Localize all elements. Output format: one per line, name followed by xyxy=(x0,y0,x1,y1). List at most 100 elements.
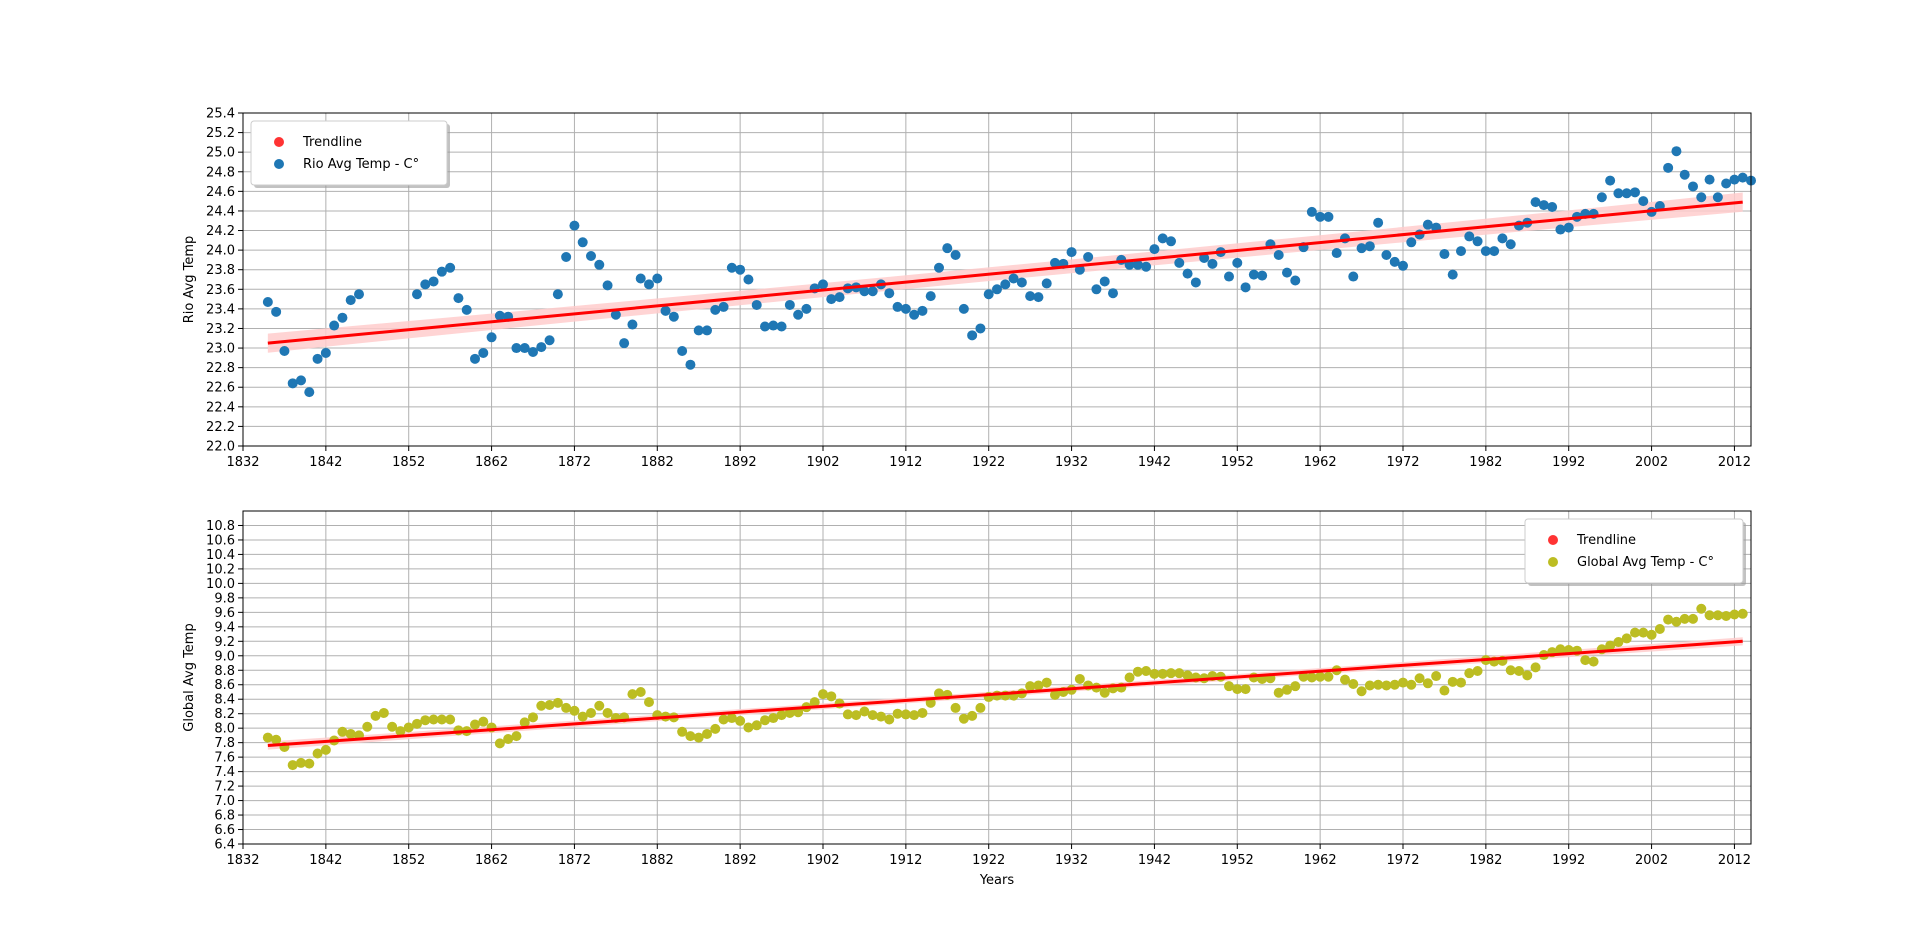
y-axis-label: Rio Avg Temp xyxy=(182,236,197,324)
data-point xyxy=(1688,613,1698,624)
data-point xyxy=(1729,609,1740,620)
data-point xyxy=(1224,681,1234,692)
data-point xyxy=(1257,270,1268,281)
data-point xyxy=(1654,623,1665,634)
y-tick-label: 7.2 xyxy=(214,780,235,795)
data-point xyxy=(1439,685,1450,696)
data-point xyxy=(511,731,522,742)
data-point xyxy=(494,738,505,749)
data-point xyxy=(685,359,696,370)
data-point xyxy=(1389,679,1400,690)
x-tick-label: 1932 xyxy=(1055,853,1088,868)
data-point xyxy=(677,726,688,737)
data-point xyxy=(909,309,920,320)
y-tick-label: 10.2 xyxy=(206,562,235,577)
y-tick-label: 24.0 xyxy=(206,244,235,259)
data-point xyxy=(1166,236,1176,247)
data-point xyxy=(594,259,605,270)
legend-trendline-label: Trendline xyxy=(302,135,362,150)
data-point xyxy=(809,697,820,708)
data-point xyxy=(660,305,671,316)
y-tick-label: 23.8 xyxy=(206,263,235,278)
x-tick-label: 1952 xyxy=(1221,853,1254,868)
y-tick-label: 9.4 xyxy=(214,620,235,635)
x-tick-label: 1882 xyxy=(641,853,674,868)
data-point xyxy=(1704,174,1715,185)
data-point xyxy=(304,387,315,398)
data-point xyxy=(1149,244,1160,255)
y-tick-label: 6.4 xyxy=(214,838,235,853)
data-point xyxy=(1149,668,1160,679)
data-point xyxy=(1696,192,1707,203)
data-point xyxy=(892,301,903,312)
data-point xyxy=(884,288,895,299)
data-point xyxy=(1356,243,1367,254)
data-point xyxy=(1447,676,1458,687)
legend-box xyxy=(1524,518,1744,584)
data-point xyxy=(412,718,422,729)
data-point xyxy=(702,728,712,739)
data-point xyxy=(296,757,306,768)
data-point xyxy=(693,732,704,743)
data-point xyxy=(1398,677,1408,688)
y-tick-label: 7.6 xyxy=(214,751,235,766)
data-point xyxy=(1124,672,1135,683)
data-point xyxy=(420,279,431,290)
data-point xyxy=(1456,246,1466,257)
data-point xyxy=(950,702,961,713)
data-point xyxy=(1074,673,1085,684)
data-point xyxy=(586,707,596,718)
data-point xyxy=(975,702,986,713)
data-point xyxy=(1505,239,1516,250)
y-tick-label: 10.6 xyxy=(206,533,235,548)
data-point xyxy=(818,689,828,700)
data-point xyxy=(876,711,886,722)
data-point xyxy=(1025,681,1036,692)
data-point xyxy=(1406,237,1417,248)
data-point xyxy=(925,291,936,302)
data-point xyxy=(1596,192,1607,203)
data-point xyxy=(279,345,290,356)
y-tick-label: 7.8 xyxy=(214,736,235,751)
trendline xyxy=(267,200,1743,345)
data-point xyxy=(1547,202,1558,213)
data-point xyxy=(271,306,282,317)
data-point xyxy=(494,310,505,321)
data-point xyxy=(428,276,439,287)
data-point xyxy=(1273,250,1284,261)
y-tick-label: 10.8 xyxy=(206,519,235,534)
data-point xyxy=(528,346,538,357)
x-tick-label: 1872 xyxy=(558,455,591,470)
data-point xyxy=(304,758,315,769)
data-point xyxy=(569,220,580,231)
y-tick-label: 25.0 xyxy=(206,146,235,161)
data-point xyxy=(635,273,646,284)
data-point xyxy=(760,321,770,332)
data-point xyxy=(1050,689,1060,700)
data-point xyxy=(1737,608,1748,619)
legend-series-label: Global Avg Temp - C° xyxy=(1577,555,1714,570)
data-point xyxy=(436,714,447,725)
data-point xyxy=(470,353,480,364)
data-point xyxy=(362,721,373,732)
data-point xyxy=(942,243,953,254)
data-point xyxy=(569,705,580,716)
y-tick-label: 6.8 xyxy=(214,809,235,824)
data-point xyxy=(917,707,928,718)
plot-area xyxy=(243,511,1751,844)
data-point xyxy=(1315,671,1326,682)
data-point xyxy=(851,710,862,721)
data-point xyxy=(1422,678,1433,689)
data-point xyxy=(577,237,588,248)
data-point xyxy=(743,274,754,285)
series-points xyxy=(262,603,1748,771)
data-point xyxy=(586,250,596,261)
x-tick-label: 1992 xyxy=(1552,455,1585,470)
trendline xyxy=(267,639,1743,748)
y-axis-label: Global Avg Temp xyxy=(182,623,197,731)
data-point xyxy=(445,714,456,725)
data-point xyxy=(1248,269,1259,280)
data-point xyxy=(635,686,646,697)
data-point xyxy=(1663,162,1674,173)
x-tick-label: 1852 xyxy=(392,853,425,868)
